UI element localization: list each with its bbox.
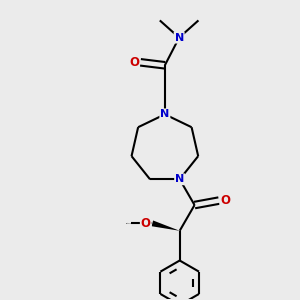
Text: N: N — [175, 33, 184, 43]
Polygon shape — [152, 220, 180, 231]
Text: O: O — [129, 56, 139, 69]
Text: methoxy: methoxy — [126, 223, 133, 224]
Text: O: O — [220, 194, 230, 207]
Text: O: O — [141, 217, 151, 230]
Text: N: N — [175, 174, 184, 184]
Text: N: N — [160, 109, 170, 119]
